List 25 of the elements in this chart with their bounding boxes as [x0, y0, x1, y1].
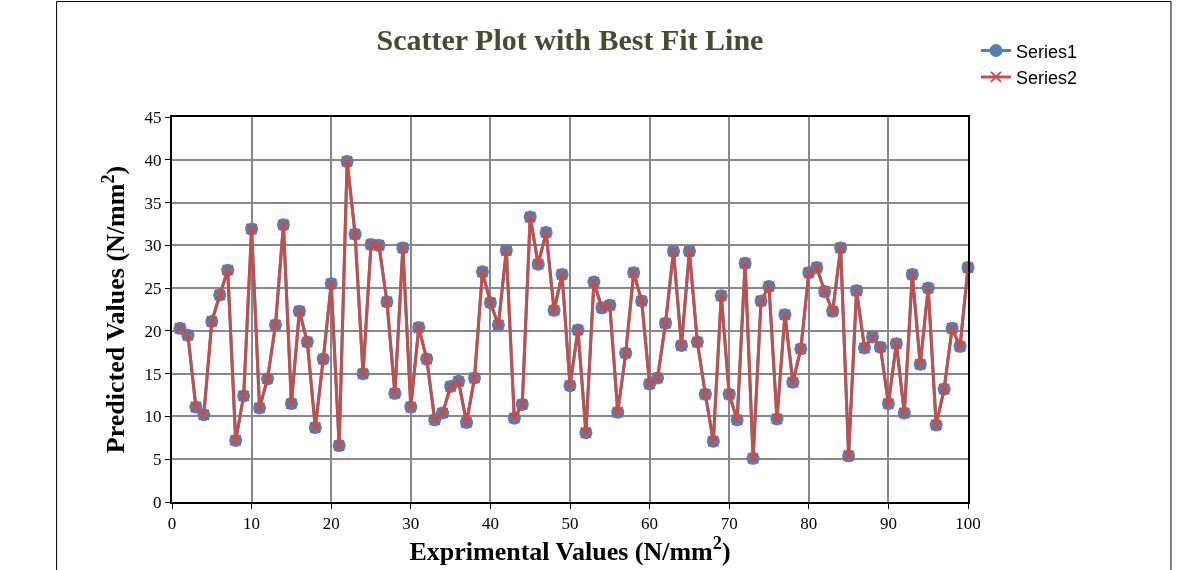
- y-tick-label: 45: [144, 107, 162, 127]
- y-tick-label: 5: [153, 450, 162, 470]
- y-tick-label: 30: [144, 236, 162, 256]
- x-tick-label: 80: [800, 514, 818, 534]
- y-tick-label: 20: [144, 321, 162, 341]
- x-tick-label: 50: [561, 514, 579, 534]
- x-tick-label: 100: [955, 514, 981, 534]
- x-tick-label: 90: [879, 514, 897, 534]
- y-tick-label: 15: [144, 364, 162, 384]
- x-axis-title: Exprimental Values (N/mm$^{2}$): [409, 533, 731, 567]
- legend-label: Series2: [1015, 67, 1077, 88]
- x-tick-label: 30: [402, 514, 420, 534]
- y-tick-label: 0: [153, 492, 162, 512]
- legend-label: Series1: [1015, 41, 1077, 62]
- x-tick-label: 0: [167, 514, 177, 534]
- x-tick-label: 10: [243, 514, 261, 534]
- y-tick-label: 10: [144, 407, 162, 427]
- y-tick-label: 35: [144, 193, 162, 213]
- x-tick-label: 20: [322, 514, 340, 534]
- x-tick-label: 40: [481, 514, 499, 534]
- y-tick-label: 40: [144, 150, 162, 170]
- x-tick-label: 60: [641, 514, 659, 534]
- x-tick-label: 70: [720, 514, 738, 534]
- y-tick-label: 25: [144, 279, 162, 299]
- chart-title: Scatter Plot with Best Fit Line: [376, 23, 764, 57]
